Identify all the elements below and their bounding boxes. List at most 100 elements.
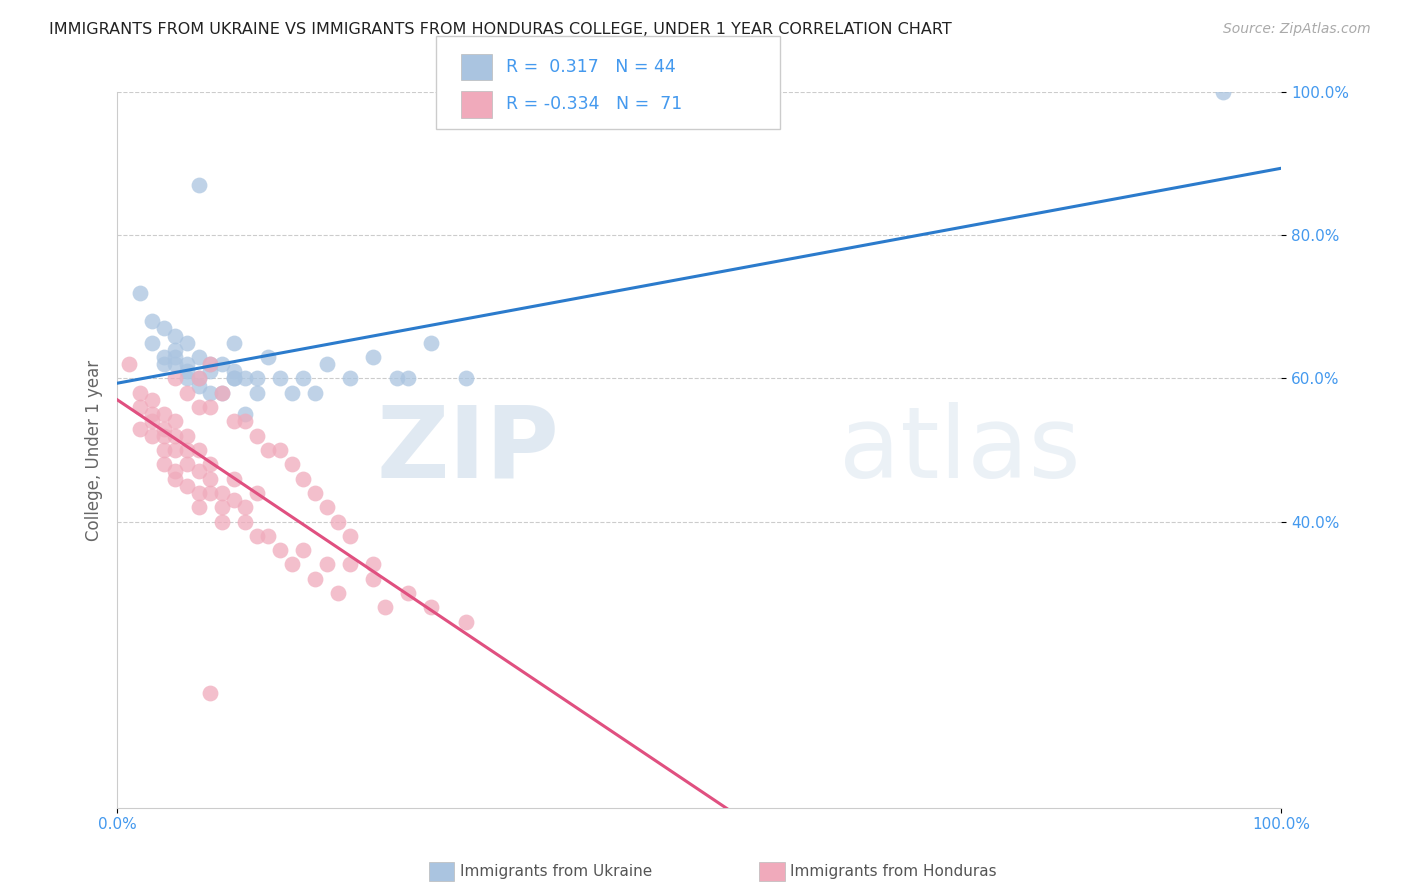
Point [257, 443, 280, 458]
Point [187, 486, 209, 500]
Point [152, 407, 174, 421]
Point [281, 558, 304, 572]
Point [200, 686, 222, 700]
Point [420, 600, 443, 615]
Point [165, 465, 187, 479]
Point [141, 335, 163, 350]
Text: R =  0.317   N = 44: R = 0.317 N = 44 [506, 58, 676, 76]
Point [152, 357, 174, 371]
Point [292, 472, 315, 486]
Point [152, 428, 174, 442]
Point [396, 586, 419, 600]
Point [152, 443, 174, 458]
Point [246, 529, 269, 543]
Point [361, 558, 384, 572]
Point [269, 443, 291, 458]
Point [152, 458, 174, 472]
Text: ZIP: ZIP [377, 401, 560, 499]
Point [222, 335, 245, 350]
Point [315, 500, 337, 515]
Point [165, 371, 187, 385]
Point [200, 400, 222, 414]
Point [187, 371, 209, 385]
Point [361, 572, 384, 586]
Point [187, 443, 209, 458]
Point [222, 472, 245, 486]
Point [176, 364, 198, 378]
Text: Immigrants from Honduras: Immigrants from Honduras [790, 864, 997, 879]
Point [315, 357, 337, 371]
Point [315, 558, 337, 572]
Point [187, 465, 209, 479]
Point [187, 400, 209, 414]
Point [129, 285, 152, 300]
Point [211, 500, 233, 515]
Point [304, 572, 326, 586]
Point [176, 357, 198, 371]
Y-axis label: College, Under 1 year: College, Under 1 year [86, 359, 103, 541]
Point [165, 357, 187, 371]
Point [187, 371, 209, 385]
Point [152, 321, 174, 335]
Point [257, 350, 280, 364]
Point [176, 458, 198, 472]
Point [246, 371, 269, 385]
Point [129, 421, 152, 435]
Point [129, 385, 152, 400]
Point [328, 515, 350, 529]
Text: Immigrants from Ukraine: Immigrants from Ukraine [460, 864, 652, 879]
Point [141, 428, 163, 442]
Point [339, 371, 361, 385]
Point [222, 371, 245, 385]
Text: atlas: atlas [839, 401, 1080, 499]
Text: Source: ZipAtlas.com: Source: ZipAtlas.com [1223, 22, 1371, 37]
Point [233, 500, 256, 515]
Point [165, 350, 187, 364]
Point [222, 493, 245, 508]
Point [304, 486, 326, 500]
Point [281, 385, 304, 400]
Point [233, 515, 256, 529]
Point [269, 371, 291, 385]
Point [246, 385, 269, 400]
Point [304, 385, 326, 400]
Point [396, 371, 419, 385]
Point [222, 364, 245, 378]
Point [246, 486, 269, 500]
Point [118, 357, 141, 371]
Point [374, 600, 396, 615]
Point [246, 428, 269, 442]
Point [165, 472, 187, 486]
Point [176, 479, 198, 493]
Point [456, 371, 478, 385]
Point [456, 615, 478, 629]
Point [211, 385, 233, 400]
Point [222, 371, 245, 385]
Point [187, 500, 209, 515]
Point [176, 335, 198, 350]
Point [176, 428, 198, 442]
Point [165, 414, 187, 428]
Point [141, 314, 163, 328]
Point [187, 178, 209, 193]
Point [269, 543, 291, 558]
Point [200, 357, 222, 371]
Point [200, 385, 222, 400]
Point [257, 529, 280, 543]
Point [339, 529, 361, 543]
Point [211, 357, 233, 371]
Point [176, 443, 198, 458]
Point [361, 350, 384, 364]
Point [165, 443, 187, 458]
Text: IMMIGRANTS FROM UKRAINE VS IMMIGRANTS FROM HONDURAS COLLEGE, UNDER 1 YEAR CORREL: IMMIGRANTS FROM UKRAINE VS IMMIGRANTS FR… [49, 22, 952, 37]
Point [129, 400, 152, 414]
Point [165, 328, 187, 343]
Text: R = -0.334   N =  71: R = -0.334 N = 71 [506, 95, 682, 113]
Point [292, 543, 315, 558]
Point [141, 392, 163, 407]
Point [292, 371, 315, 385]
Point [211, 486, 233, 500]
Point [152, 421, 174, 435]
Point [176, 385, 198, 400]
Point [233, 414, 256, 428]
